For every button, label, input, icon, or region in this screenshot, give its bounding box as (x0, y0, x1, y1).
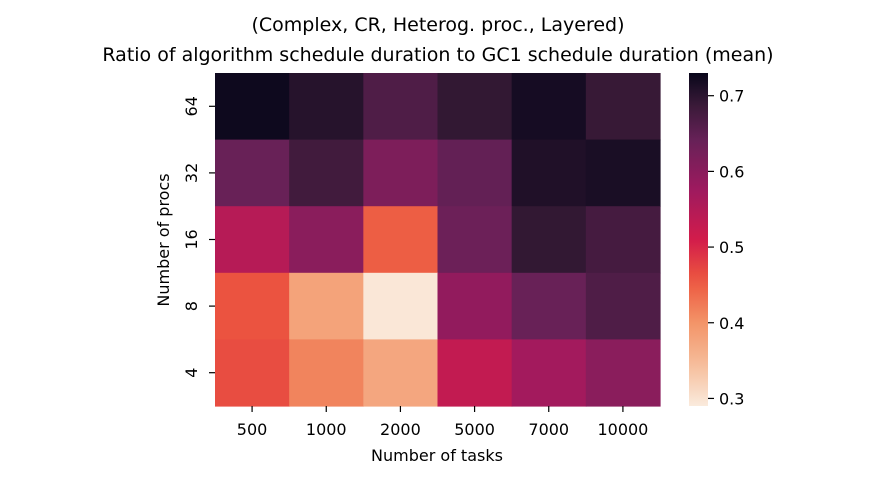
heatmap-cell-64-2000 (363, 73, 439, 141)
heatmap-cell-32-10000 (585, 139, 661, 207)
x-tick-label: 10000 (597, 420, 648, 439)
heatmap-cell-16-500 (215, 206, 290, 274)
colorbar-tick-label: 0.7 (719, 87, 744, 106)
x-axis-ticks: 500 1000 2000 5000 7000 10000 (237, 406, 648, 439)
heatmap-cell-8-10000 (585, 272, 661, 340)
heatmap-cell-8-500 (215, 272, 290, 340)
heatmap-cell-64-5000 (437, 73, 513, 141)
chart-title-line1: (Complex, CR, Heterog. proc., Layered) (251, 14, 624, 36)
colorbar-tick-label: 0.6 (719, 162, 744, 181)
heatmap-cell-64-10000 (585, 73, 661, 141)
heatmap-cell-16-1000 (289, 206, 364, 274)
heatmap-cell-16-5000 (437, 206, 513, 274)
heatmap-cell-32-1000 (289, 139, 364, 207)
y-tick-label: 16 (182, 229, 201, 249)
heatmap-cell-32-2000 (363, 139, 439, 207)
heatmap-cell-32-500 (215, 139, 290, 207)
heatmap-cell-4-500 (215, 339, 290, 407)
heatmap-cell-16-7000 (511, 206, 587, 274)
heatmap-cell-64-1000 (289, 73, 364, 141)
heatmap-cell-8-7000 (511, 272, 587, 340)
colorbar (689, 73, 708, 406)
heatmap-cell-4-2000 (363, 339, 439, 407)
heatmap-cell-16-2000 (363, 206, 439, 274)
heatmap-cell-4-1000 (289, 339, 364, 407)
y-axis-label: Number of procs (154, 173, 173, 306)
heatmap-cell-32-5000 (437, 139, 513, 207)
colorbar-tick-label: 0.5 (719, 238, 744, 257)
y-tick-label: 8 (182, 301, 201, 311)
y-axis-ticks: 64 32 16 8 4 (182, 96, 215, 378)
x-tick-label: 7000 (528, 420, 569, 439)
x-axis-label: Number of tasks (371, 446, 503, 465)
x-tick-label: 2000 (380, 420, 421, 439)
colorbar-tick-label: 0.3 (719, 389, 744, 408)
heatmap-cell-32-7000 (511, 139, 587, 207)
x-tick-label: 1000 (306, 420, 347, 439)
heatmap-cell-64-500 (215, 73, 290, 141)
y-tick-label: 4 (182, 368, 201, 378)
heatmap-cell-4-5000 (437, 339, 513, 407)
x-tick-label: 5000 (454, 420, 495, 439)
y-tick-label: 64 (182, 96, 201, 116)
x-tick-label: 500 (237, 420, 268, 439)
heatmap-cell-8-2000 (363, 272, 439, 340)
heatmap-cell-4-7000 (511, 339, 587, 407)
chart-title-line2: Ratio of algorithm schedule duration to … (102, 44, 773, 66)
heatmap-cell-8-1000 (289, 272, 364, 340)
heatmap-cell-4-10000 (585, 339, 661, 407)
heatmap-cell-8-5000 (437, 272, 513, 340)
heatmap-cells (215, 73, 661, 407)
colorbar-tick-label: 0.4 (719, 314, 744, 333)
heatmap-cell-64-7000 (511, 73, 587, 141)
heatmap-cell-16-10000 (585, 206, 661, 274)
colorbar-ticks: 0.3 0.4 0.5 0.6 0.7 (708, 87, 744, 408)
y-tick-label: 32 (182, 163, 201, 183)
